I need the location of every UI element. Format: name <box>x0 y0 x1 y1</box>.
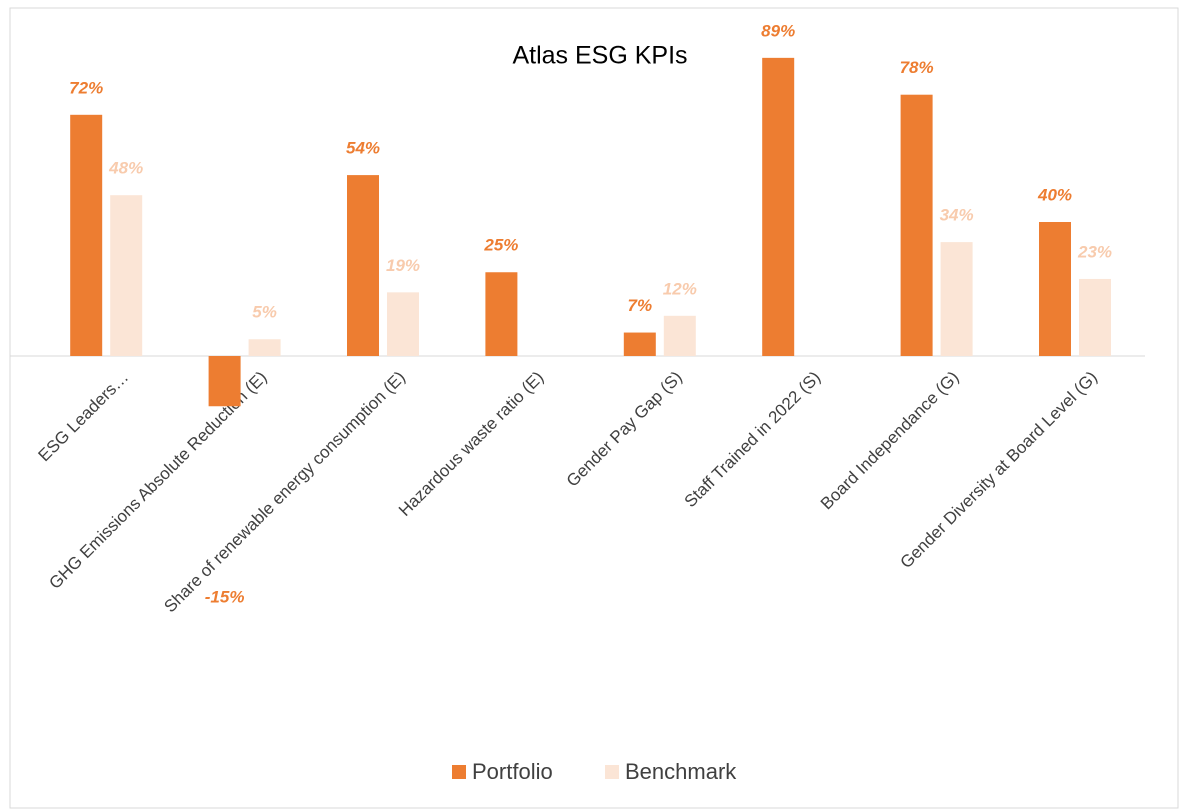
data-label: 78% <box>900 58 934 77</box>
legend-swatch <box>452 765 466 779</box>
data-label: 34% <box>940 206 974 225</box>
bar <box>110 195 143 356</box>
bar <box>663 315 696 356</box>
bar <box>485 272 518 356</box>
bar <box>900 94 933 356</box>
legend-label: Benchmark <box>625 759 737 784</box>
bar <box>70 114 103 356</box>
data-label: 48% <box>108 159 143 178</box>
data-label: 89% <box>761 21 795 40</box>
data-label: 5% <box>252 303 277 322</box>
bar <box>623 332 656 356</box>
data-label: 25% <box>483 236 518 255</box>
chart-title: Atlas ESG KPIs <box>512 42 687 70</box>
data-label: -15% <box>205 587 245 606</box>
data-label: 23% <box>1077 242 1112 261</box>
bar <box>762 57 795 356</box>
chart-border <box>9 7 1179 809</box>
data-label: 7% <box>628 296 653 315</box>
data-label: 19% <box>386 256 420 275</box>
data-label: 54% <box>346 139 380 158</box>
data-label: 72% <box>69 78 103 97</box>
data-label: 40% <box>1037 185 1072 204</box>
bar <box>940 242 973 356</box>
data-label: 12% <box>663 279 697 298</box>
bar <box>248 339 281 356</box>
bar <box>1079 278 1111 356</box>
legend-swatch <box>605 765 619 779</box>
bar <box>208 356 241 407</box>
bar <box>387 292 419 356</box>
bar <box>347 175 379 356</box>
bar <box>1039 222 1071 356</box>
legend-label: Portfolio <box>472 759 553 784</box>
